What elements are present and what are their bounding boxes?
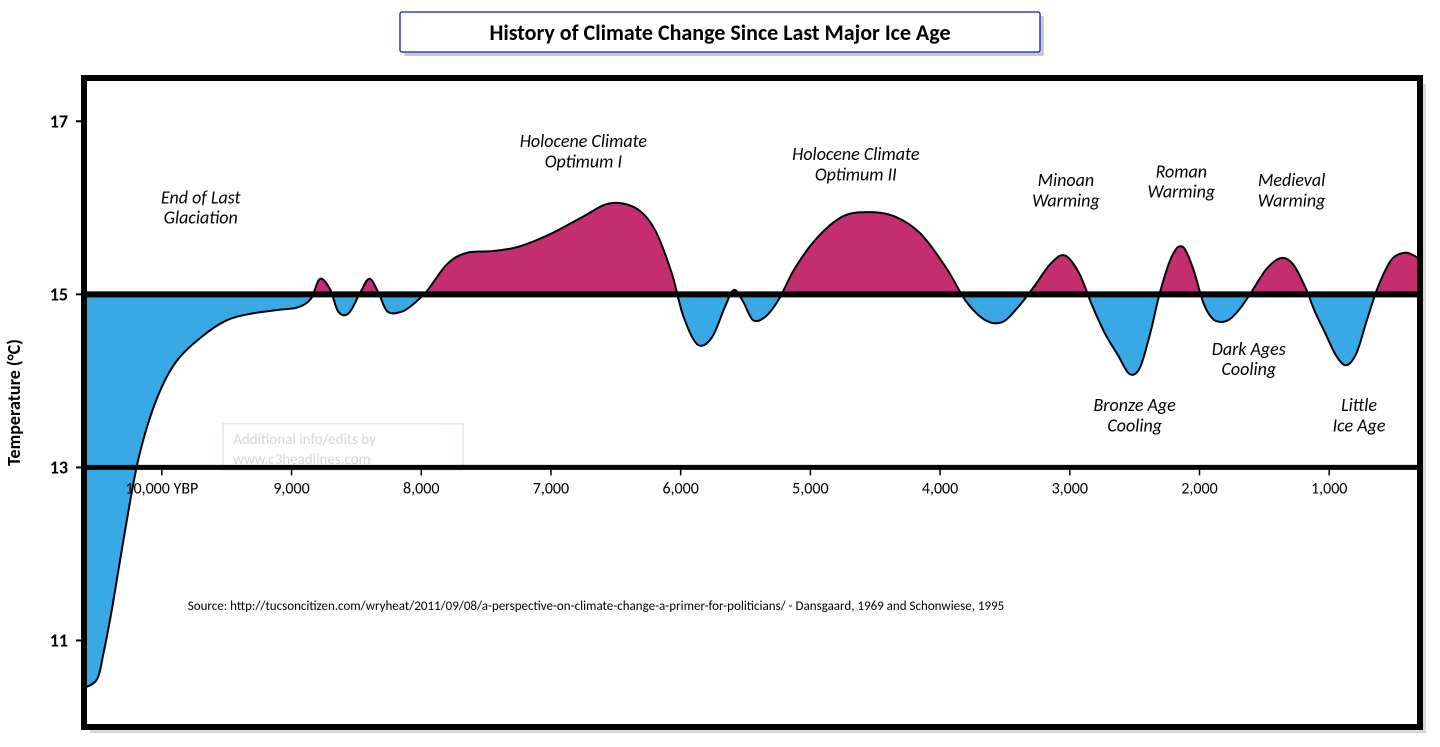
x-tick-label: 8,000 (403, 479, 439, 498)
annotation: Dark AgesCooling (1212, 338, 1286, 380)
y-tick-label: 13 (50, 456, 68, 478)
chart-stage: History of Climate Change Since Last Maj… (0, 0, 1440, 747)
source-text: Source: http://tucsoncitizen.com/wryheat… (188, 599, 1004, 614)
x-tick-label: 4,000 (922, 479, 958, 498)
y-axis-label: Temperature (°C) (3, 339, 25, 466)
x-tick-label: 6,000 (662, 479, 698, 498)
annotation: RomanWarming (1148, 161, 1216, 203)
watermark-line1: Additional info/edits by (233, 431, 376, 449)
annotation: MedievalWarming (1258, 169, 1326, 211)
annotation: End of LastGlaciation (161, 186, 242, 228)
annotation: MinoanWarming (1032, 169, 1100, 211)
x-tick-label: 2,000 (1181, 479, 1217, 498)
x-tick-label: 7,000 (533, 479, 569, 498)
y-tick-label: 11 (50, 629, 68, 651)
x-tick-label: 3,000 (1052, 479, 1088, 498)
x-tick-label: 10,000 YBP (125, 479, 198, 498)
x-tick-label: 5,000 (792, 479, 828, 498)
x-tick-label: 9,000 (273, 479, 309, 498)
chart-title: History of Climate Change Since Last Maj… (489, 19, 950, 46)
x-tick-label: 1,000 (1311, 479, 1347, 498)
y-tick-label: 17 (50, 110, 68, 132)
y-tick-label: 15 (50, 283, 68, 305)
